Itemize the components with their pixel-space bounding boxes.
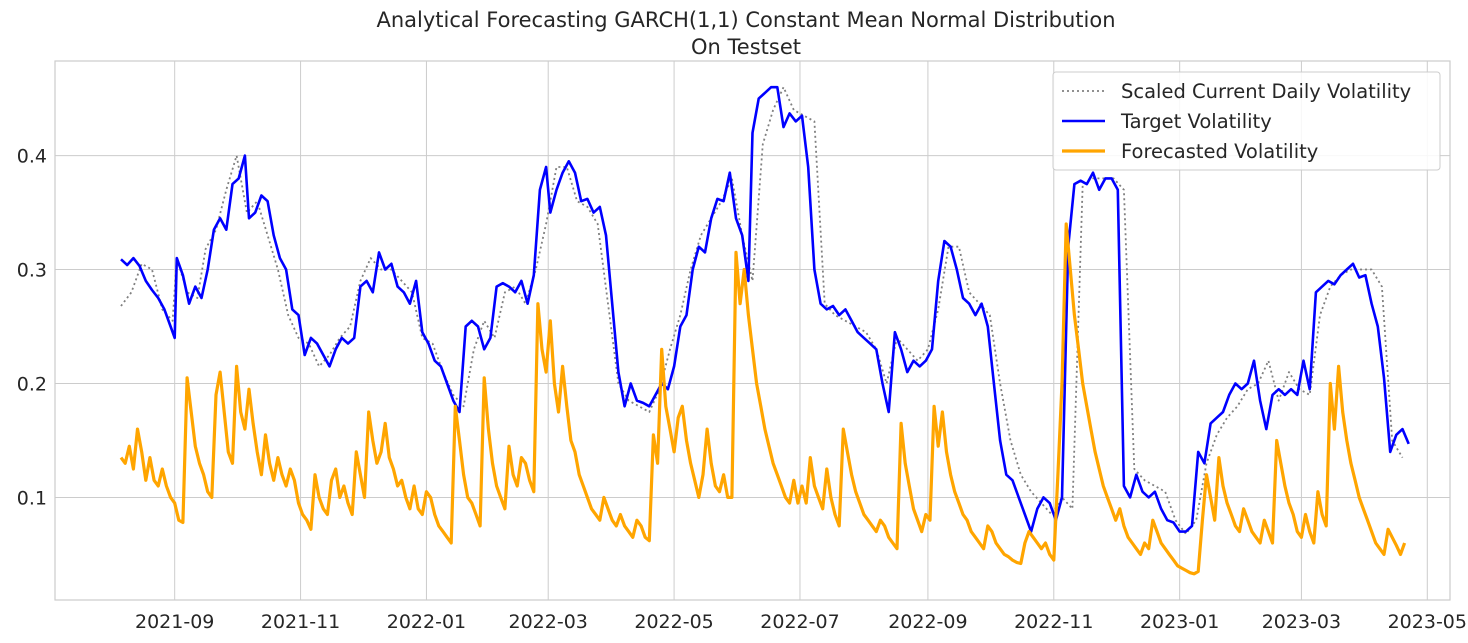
x-tick-label: 2021-09 [135, 611, 214, 633]
legend-label-scaled-current-daily-volatility: Scaled Current Daily Volatility [1121, 80, 1411, 103]
series-line-target-volatility [120, 85, 1410, 533]
y-tick-label: 0.2 [17, 373, 47, 395]
series-layer [119, 85, 1410, 576]
chart-title: Analytical Forecasting GARCH(1,1) Consta… [376, 8, 1115, 32]
chart-subtitle: On Testset [691, 35, 801, 59]
legend-label-target-volatility: Target Volatility [1120, 110, 1272, 133]
legend: Scaled Current Daily Volatility Target V… [1052, 71, 1441, 171]
x-axis-ticks: 2021-09 2021-11 2022-01 2022-03 2022-05 2022-… [135, 611, 1467, 633]
x-tick-label: 2023-05 [1388, 611, 1467, 633]
y-axis-ticks: 0.1 0.2 0.3 0.4 [17, 146, 47, 510]
x-tick-label: 2022-07 [760, 611, 839, 633]
x-tick-label: 2022-03 [509, 611, 588, 633]
y-tick-label: 0.4 [17, 146, 47, 168]
legend-box [1052, 71, 1441, 171]
x-tick-label: 2023-03 [1262, 611, 1341, 633]
x-tick-label: 2022-09 [888, 611, 967, 633]
y-tick-label: 0.1 [17, 487, 47, 509]
plot-frame [54, 60, 1451, 601]
x-tick-label: 2021-11 [261, 611, 340, 633]
legend-label-forecasted-volatility: Forecasted Volatility [1121, 140, 1318, 163]
x-tick-label: 2022-05 [634, 611, 713, 633]
y-tick-label: 0.3 [17, 260, 47, 282]
x-tick-label: 2022-01 [387, 611, 466, 633]
x-tick-label: 2022-11 [1014, 611, 1093, 633]
x-tick-label: 2023-01 [1140, 611, 1219, 633]
series-line-forecasted-volatility [119, 222, 1407, 576]
